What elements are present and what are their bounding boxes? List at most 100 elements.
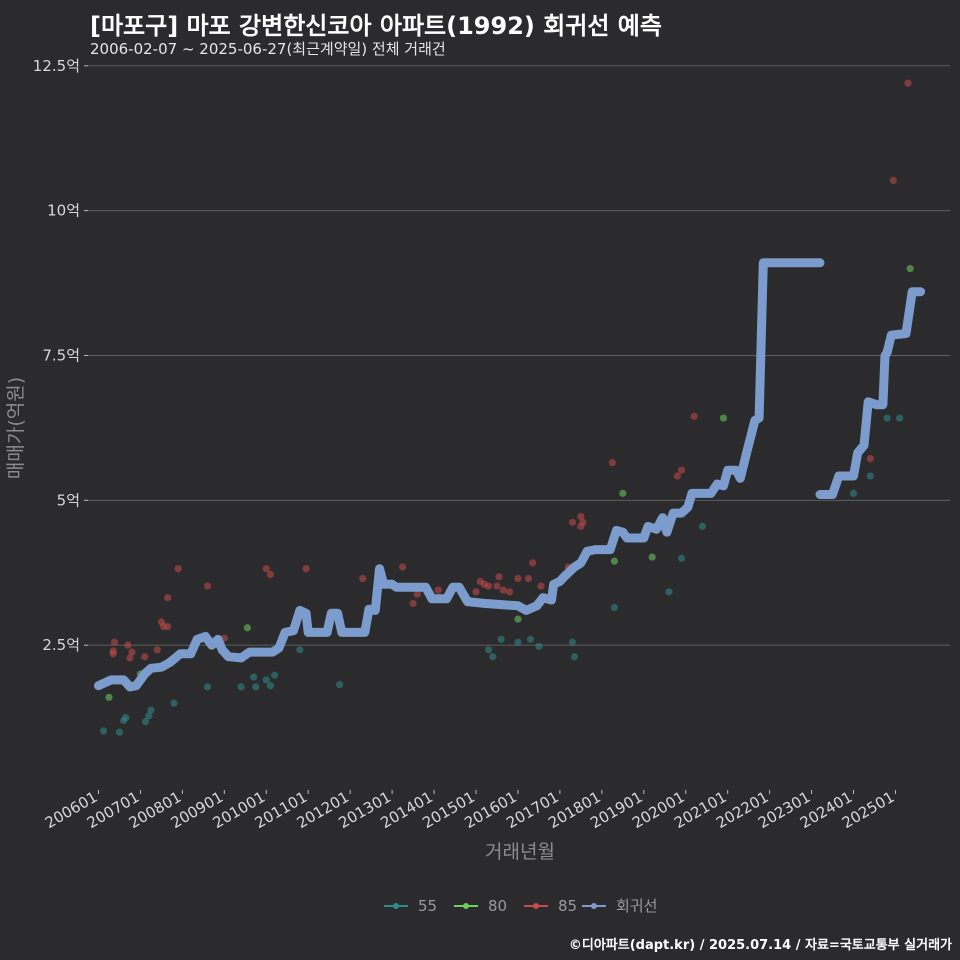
y-tick-label: 5억 xyxy=(57,491,80,509)
y-tick-label: 10억 xyxy=(47,202,80,220)
point-55 xyxy=(514,638,522,646)
point-85 xyxy=(126,654,134,662)
point-85 xyxy=(889,176,897,185)
point-85 xyxy=(409,599,417,608)
point-55 xyxy=(170,699,178,707)
point-85 xyxy=(128,648,136,656)
y-tick-label: 2.5억 xyxy=(42,636,80,654)
legend-label-55: 55 xyxy=(418,897,437,915)
point-55 xyxy=(896,414,904,422)
point-55 xyxy=(203,683,212,691)
point-55 xyxy=(883,414,891,422)
point-55 xyxy=(336,680,344,689)
point-80 xyxy=(648,553,656,561)
point-55 xyxy=(271,671,279,679)
chart-subtitle: 2006-02-07 ~ 2025-06-27(최근계약일) 전체 거래건 xyxy=(90,40,446,58)
point-55 xyxy=(145,712,153,720)
x-axis-ticks: 2006012007012008012009012010012011012012… xyxy=(42,788,898,832)
point-55 xyxy=(237,683,245,691)
legend-dot xyxy=(393,903,399,909)
legend-dot xyxy=(591,903,597,909)
point-55 xyxy=(568,638,577,646)
regression-line-1 xyxy=(94,258,825,692)
point-85 xyxy=(577,512,585,521)
regression-line-2 xyxy=(815,287,926,499)
point-85 xyxy=(203,582,212,590)
point-55 xyxy=(866,472,874,480)
point-85 xyxy=(141,653,149,661)
point-85 xyxy=(866,455,874,463)
point-55 xyxy=(252,683,260,691)
point-55 xyxy=(489,653,497,661)
point-85 xyxy=(164,623,172,631)
point-85 xyxy=(164,594,172,602)
point-55 xyxy=(141,718,150,726)
point-80 xyxy=(719,414,728,422)
point-85 xyxy=(262,565,270,573)
point-85 xyxy=(514,574,522,583)
point-85 xyxy=(109,647,117,655)
point-55 xyxy=(497,635,505,643)
y-axis-title: 매매가(억원) xyxy=(5,377,27,479)
point-85 xyxy=(124,641,132,649)
legend-label-80: 80 xyxy=(488,897,507,915)
point-55 xyxy=(262,676,270,684)
point-55 xyxy=(665,588,673,596)
point-85 xyxy=(302,565,310,573)
legend-dot xyxy=(463,903,469,909)
point-85 xyxy=(904,79,912,87)
y-axis-ticks: 2.5억 5억 7.5억 10억 12.5억 xyxy=(33,57,88,654)
y-tick-label: 7.5억 xyxy=(42,346,80,364)
point-80 xyxy=(619,489,627,497)
point-85 xyxy=(524,574,533,583)
point-85 xyxy=(434,586,442,594)
legend: 55 80 85 회귀선 xyxy=(384,897,657,915)
point-85 xyxy=(579,518,587,526)
point-85 xyxy=(153,646,161,654)
y-tick-label: 12.5억 xyxy=(33,57,80,75)
point-85 xyxy=(568,518,577,526)
point-55 xyxy=(677,554,686,562)
point-80 xyxy=(105,693,113,701)
regression-lines xyxy=(94,258,926,692)
point-80 xyxy=(610,557,619,565)
point-55 xyxy=(147,706,155,714)
x-axis-title: 거래년월 xyxy=(485,841,555,863)
point-55 xyxy=(484,646,493,654)
point-85 xyxy=(495,573,503,581)
legend-dot xyxy=(533,903,539,909)
point-55 xyxy=(610,603,619,612)
point-85 xyxy=(398,563,407,571)
point-85 xyxy=(472,588,480,596)
point-80 xyxy=(514,615,522,623)
point-85 xyxy=(493,582,501,590)
point-55 xyxy=(526,635,535,643)
legend-label-85: 85 xyxy=(558,897,577,915)
point-80 xyxy=(906,264,914,273)
legend-label-회귀선: 회귀선 xyxy=(616,897,657,915)
point-85 xyxy=(690,412,698,420)
point-85 xyxy=(673,472,681,480)
point-85 xyxy=(359,574,367,583)
point-55 xyxy=(122,713,130,722)
point-55 xyxy=(698,522,707,530)
point-85 xyxy=(484,582,493,590)
point-85 xyxy=(413,590,421,598)
point-85 xyxy=(529,559,537,567)
point-85 xyxy=(110,638,119,646)
point-80 xyxy=(243,624,251,632)
point-85 xyxy=(677,466,686,474)
gridlines xyxy=(88,65,950,646)
point-55 xyxy=(849,489,858,497)
point-85 xyxy=(499,586,507,594)
point-55 xyxy=(115,728,124,736)
point-85 xyxy=(266,570,275,579)
point-55 xyxy=(266,682,275,690)
chart-title: [마포구] 마포 강변한신코아 아파트(1992) 회귀선 예측 xyxy=(90,12,662,40)
point-55 xyxy=(296,646,304,654)
point-85 xyxy=(537,582,545,590)
point-55 xyxy=(250,673,258,681)
point-85 xyxy=(505,588,514,596)
point-85 xyxy=(608,459,616,467)
